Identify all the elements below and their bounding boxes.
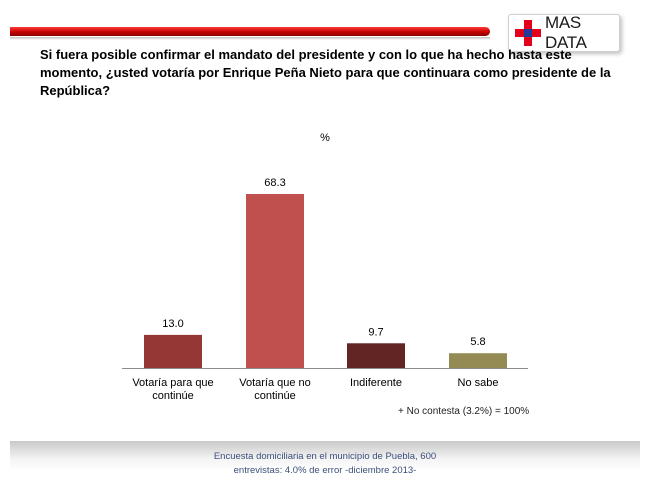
header-bar-shadow bbox=[10, 37, 490, 40]
bar-value-label-3: 9.7 bbox=[368, 326, 383, 338]
brand-logo: MAS DATA bbox=[508, 13, 620, 52]
survey-question: Si fuera posible confirmar el mandato de… bbox=[40, 47, 611, 98]
category-label-2-line-1: Votaría que no bbox=[239, 377, 311, 389]
bar-value-label-4: 5.8 bbox=[470, 336, 485, 348]
footer-band bbox=[10, 441, 640, 471]
category-label-2-line-2: continúe bbox=[254, 390, 296, 402]
bar-2 bbox=[246, 194, 304, 368]
bar-value-label-2: 68.3 bbox=[264, 177, 285, 189]
cross-icon bbox=[515, 20, 541, 46]
category-label-4-line-1: No sabe bbox=[458, 377, 499, 389]
category-label-1-line-1: Votaría para que bbox=[132, 377, 213, 389]
category-label-1-line-2: continúe bbox=[152, 390, 194, 402]
brand-name: MAS DATA bbox=[545, 13, 587, 52]
bar-3 bbox=[347, 343, 405, 368]
header-red-bar bbox=[10, 27, 490, 36]
bar-4 bbox=[449, 353, 507, 368]
bar-1 bbox=[144, 334, 202, 368]
bar-value-label-1: 13.0 bbox=[162, 318, 183, 330]
category-label-3-line-1: Indiferente bbox=[350, 377, 402, 389]
chart-footnote: + No contesta (3.2%) = 100% bbox=[398, 406, 530, 417]
chart-unit-label: % bbox=[320, 132, 330, 144]
footer-note: Encuesta domiciliaria en el municipio de… bbox=[10, 450, 640, 478]
footer-line-2: entrevistas: 4.0% de error -diciembre 20… bbox=[233, 465, 417, 476]
footer-line-1: Encuesta domiciliaria en el municipio de… bbox=[213, 451, 437, 462]
